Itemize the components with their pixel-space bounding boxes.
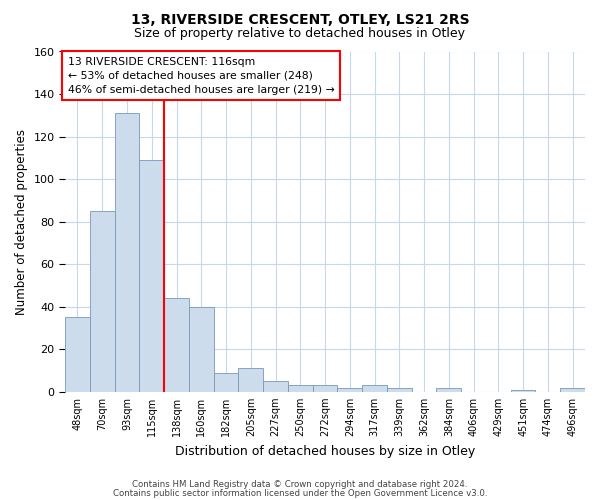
Bar (436, 388, 461, 392)
Bar (90, 211, 115, 392)
X-axis label: Distribution of detached houses by size in Otley: Distribution of detached houses by size … (175, 444, 475, 458)
Text: 13, RIVERSIDE CRESCENT, OTLEY, LS21 2RS: 13, RIVERSIDE CRESCENT, OTLEY, LS21 2RS (131, 12, 469, 26)
Bar (214, 372, 238, 392)
Bar (238, 368, 263, 392)
Text: Size of property relative to detached houses in Otley: Size of property relative to detached ho… (134, 28, 466, 40)
Bar (115, 113, 139, 392)
Bar (511, 390, 535, 392)
Bar (560, 388, 585, 392)
Bar (337, 388, 362, 392)
Text: Contains public sector information licensed under the Open Government Licence v3: Contains public sector information licen… (113, 489, 487, 498)
Text: 13 RIVERSIDE CRESCENT: 116sqm
← 53% of detached houses are smaller (248)
46% of : 13 RIVERSIDE CRESCENT: 116sqm ← 53% of d… (68, 56, 334, 94)
Bar (387, 388, 412, 392)
Bar (263, 381, 288, 392)
Text: Contains HM Land Registry data © Crown copyright and database right 2024.: Contains HM Land Registry data © Crown c… (132, 480, 468, 489)
Bar (65, 318, 90, 392)
Bar (362, 386, 387, 392)
Bar (164, 298, 189, 392)
Bar (288, 386, 313, 392)
Y-axis label: Number of detached properties: Number of detached properties (15, 128, 28, 314)
Bar (313, 386, 337, 392)
Bar (189, 306, 214, 392)
Bar (139, 160, 164, 392)
